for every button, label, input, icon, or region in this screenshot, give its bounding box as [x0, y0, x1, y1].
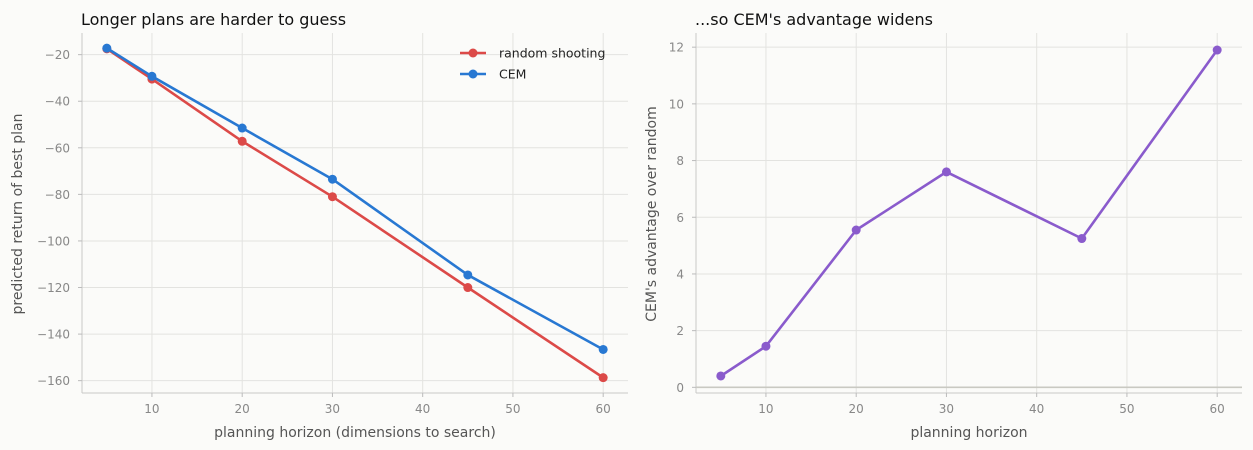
- chart-left-point-random-shooting: [327, 192, 337, 202]
- chart-right-y-tick-label: 8: [676, 154, 684, 168]
- chart-right-point-series-0: [1077, 234, 1087, 244]
- chart-right-y-tick-label: 10: [669, 97, 684, 111]
- chart-left-x-tick-label: 20: [235, 402, 250, 416]
- chart-left-line-random-shooting: [105, 47, 605, 379]
- chart-right-y-tick-label: 2: [676, 324, 684, 338]
- chart-right: ...so CEM's advantage widens planning ho…: [644, 10, 1242, 441]
- chart-right-series: [716, 45, 1222, 381]
- chart-right-y-tick-label: 0: [676, 381, 684, 395]
- chart-left-title: Longer plans are harder to guess: [81, 10, 346, 29]
- chart-right-x-tick-label: 20: [849, 402, 864, 416]
- chart-left-point-cem: [463, 270, 473, 280]
- chart-right-point-series-0: [761, 341, 771, 351]
- legend-marker-random-shooting: [468, 48, 478, 58]
- chart-left-line-cem: [105, 46, 605, 351]
- legend-label-random-shooting: random shooting: [499, 46, 605, 61]
- chart-left: Longer plans are harder to guess plannin…: [10, 10, 628, 441]
- chart-right-axes: [695, 33, 1242, 394]
- chart-left-point-cem: [598, 344, 608, 354]
- chart-right-x-tick-label: 50: [1119, 402, 1134, 416]
- chart-right-x-tick-label: 40: [1029, 402, 1044, 416]
- chart-left-ticks: 10 20 30 40 50 60 −20 −40 −60 −80 −100 −120 −140 −160: [37, 48, 611, 416]
- chart-right-title: ...so CEM's advantage widens: [695, 10, 933, 29]
- chart-left-x-tick-label: 10: [144, 402, 159, 416]
- chart-left-x-tick-label: 40: [415, 402, 430, 416]
- chart-left-y-tick-label: −160: [37, 374, 70, 388]
- chart-right-point-series-0: [716, 371, 726, 381]
- chart-left-point-cem: [102, 43, 112, 53]
- chart-right-y-tick-label: 4: [676, 267, 684, 281]
- chart-right-grid: [696, 33, 1242, 393]
- chart-right-line-series-0: [719, 48, 1219, 378]
- chart-right-x-tick-label: 60: [1210, 402, 1225, 416]
- chart-right-y-tick-label: 12: [669, 41, 684, 55]
- chart-right-ticks: 10 20 30 40 50 60 0 2 4 6 8 10 12: [669, 41, 1225, 416]
- chart-left-y-tick-label: −120: [37, 281, 70, 295]
- chart-right-x-tick-label: 30: [939, 402, 954, 416]
- legend-marker-cem: [468, 69, 478, 79]
- chart-left-point-random-shooting: [237, 136, 247, 146]
- chart-left-axes: [81, 33, 628, 394]
- chart-left-y-tick-label: −40: [45, 95, 70, 109]
- chart-left-series: [102, 43, 608, 383]
- chart-left-y-tick-label: −60: [45, 141, 70, 155]
- chart-left-legend: random shooting CEM: [460, 46, 605, 82]
- chart-left-point-cem: [237, 123, 247, 133]
- chart-left-y-tick-label: −80: [45, 188, 70, 202]
- chart-right-point-series-0: [1212, 45, 1222, 55]
- chart-left-y-tick-label: −100: [37, 234, 70, 248]
- chart-right-y-label: CEM's advantage over random: [644, 106, 660, 321]
- chart-right-point-series-0: [941, 167, 951, 177]
- chart-right-x-label: planning horizon: [910, 425, 1027, 441]
- chart-left-point-cem: [327, 174, 337, 184]
- chart-left-x-label: planning horizon (dimensions to search): [214, 425, 496, 441]
- chart-left-y-tick-label: −140: [37, 328, 70, 342]
- chart-right-point-series-0: [851, 225, 861, 235]
- chart-left-point-cem: [147, 71, 157, 81]
- chart-left-x-tick-label: 50: [505, 402, 520, 416]
- chart-left-y-tick-label: −20: [45, 48, 70, 62]
- chart-left-point-random-shooting: [598, 373, 608, 383]
- chart-left-x-tick-label: 30: [325, 402, 340, 416]
- chart-left-x-tick-label: 60: [596, 402, 611, 416]
- chart-left-point-random-shooting: [463, 283, 473, 293]
- chart-right-x-tick-label: 10: [758, 402, 773, 416]
- chart-right-y-tick-label: 6: [676, 211, 684, 225]
- chart-left-y-label: predicted return of best plan: [10, 113, 26, 314]
- legend-label-cem: CEM: [499, 67, 526, 82]
